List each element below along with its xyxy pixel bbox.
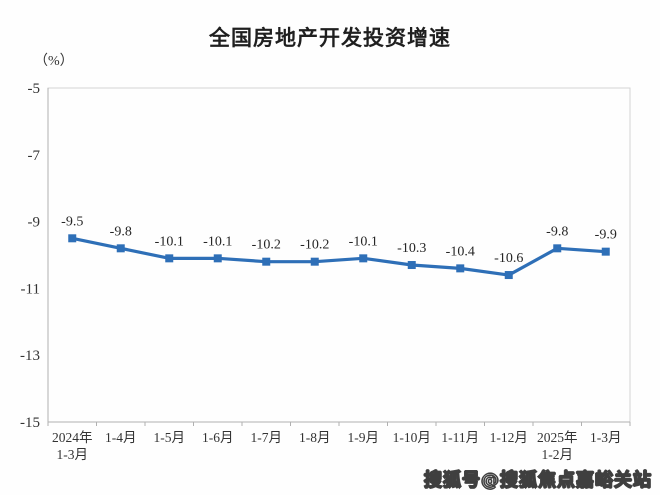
x-tick-label: 2025年 1-2月: [537, 430, 578, 462]
data-point-label: -9.9: [595, 228, 617, 243]
y-tick-label: -7: [28, 148, 41, 164]
x-tick-label: 1-6月: [202, 430, 234, 445]
data-point-label: -10.3: [397, 241, 426, 256]
y-tick-label: -5: [28, 81, 41, 97]
data-point-label: -10.6: [494, 251, 523, 266]
x-tick-label: 2024年 1-3月: [52, 430, 93, 462]
data-point-marker: [553, 244, 562, 253]
x-tick-label: 1-3月: [590, 430, 622, 445]
data-point-label: -9.8: [546, 224, 568, 239]
data-point-marker: [68, 234, 77, 243]
data-point-label: -10.2: [300, 238, 329, 253]
x-tick-label: 1-9月: [348, 430, 380, 445]
x-tick-label: 1-8月: [299, 430, 331, 445]
data-point-marker: [359, 254, 368, 263]
x-tick-label: 1-10月: [393, 430, 431, 445]
data-point-label: -10.1: [155, 234, 184, 249]
data-point-marker: [213, 254, 222, 263]
data-point-marker: [407, 261, 416, 270]
x-tick-label: 1-4月: [105, 430, 137, 445]
y-tick-label: -9: [28, 215, 41, 231]
trend-line: [70, 236, 608, 277]
x-tick-label: 1-12月: [490, 430, 528, 445]
data-point-label: -9.8: [110, 224, 132, 239]
y-tick-label: -13: [20, 348, 40, 364]
data-point-marker: [262, 257, 271, 266]
data-point-marker: [116, 244, 125, 253]
data-point-label: -10.4: [446, 244, 475, 259]
y-tick-label: -11: [21, 281, 40, 297]
x-tick-label: 1-7月: [251, 430, 283, 445]
data-point-marker: [456, 264, 465, 273]
data-point-label: -10.1: [349, 234, 378, 249]
y-axis-unit-label: （%）: [34, 54, 74, 69]
data-point-marker: [601, 247, 610, 256]
watermark: 搜狐号@搜狐焦点嘉峪关站: [423, 469, 652, 491]
x-tick-label: 1-11月: [441, 430, 479, 445]
data-point-marker: [165, 254, 174, 263]
x-tick-label: 1-5月: [154, 430, 186, 445]
data-point-marker: [310, 257, 319, 266]
chart-title: 全国房地产开发投资增速: [209, 26, 451, 50]
y-tick-label: -15: [20, 415, 40, 431]
data-point-marker: [504, 271, 513, 280]
data-point-label: -10.2: [252, 238, 281, 253]
data-point-label: -9.5: [61, 214, 83, 229]
data-point-label: -10.1: [203, 234, 232, 249]
